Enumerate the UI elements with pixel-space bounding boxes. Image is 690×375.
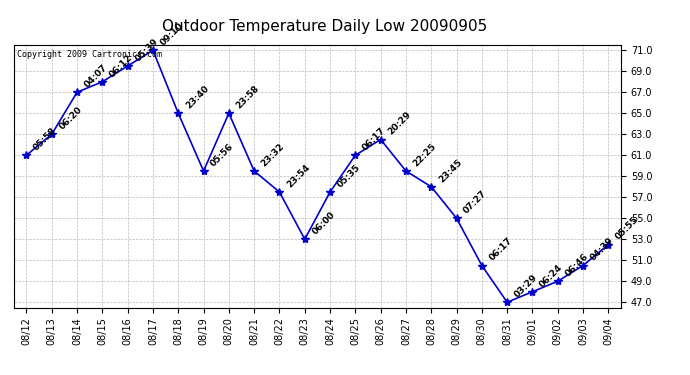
Text: 06:17: 06:17 (487, 236, 514, 263)
Text: 04:39: 04:39 (589, 236, 615, 263)
Text: 06:17: 06:17 (361, 126, 388, 153)
Text: 03:29: 03:29 (513, 273, 540, 300)
Text: 23:40: 23:40 (184, 84, 210, 111)
Text: 06:12: 06:12 (108, 53, 135, 79)
Text: 23:54: 23:54 (285, 162, 312, 189)
Text: 05:35: 05:35 (335, 163, 362, 189)
Text: 20:29: 20:29 (386, 110, 413, 137)
Text: 06:24: 06:24 (538, 262, 564, 289)
Text: 07:27: 07:27 (462, 189, 489, 216)
Text: 05:56: 05:56 (209, 142, 235, 168)
Text: Outdoor Temperature Daily Low 20090905: Outdoor Temperature Daily Low 20090905 (161, 19, 487, 34)
Text: 23:45: 23:45 (437, 157, 464, 184)
Text: 06:00: 06:00 (310, 210, 337, 237)
Text: Copyright 2009 Cartronics.com: Copyright 2009 Cartronics.com (17, 50, 162, 59)
Text: 04:07: 04:07 (83, 63, 109, 90)
Text: 06:46: 06:46 (563, 252, 590, 279)
Text: 09:10: 09:10 (159, 21, 185, 48)
Text: 05:55: 05:55 (614, 215, 640, 242)
Text: 06:20: 06:20 (57, 105, 83, 132)
Text: 23:32: 23:32 (259, 142, 286, 168)
Text: 22:25: 22:25 (411, 142, 438, 168)
Text: 05:39: 05:39 (133, 37, 160, 63)
Text: 23:58: 23:58 (235, 84, 261, 111)
Text: 05:58: 05:58 (32, 126, 59, 153)
